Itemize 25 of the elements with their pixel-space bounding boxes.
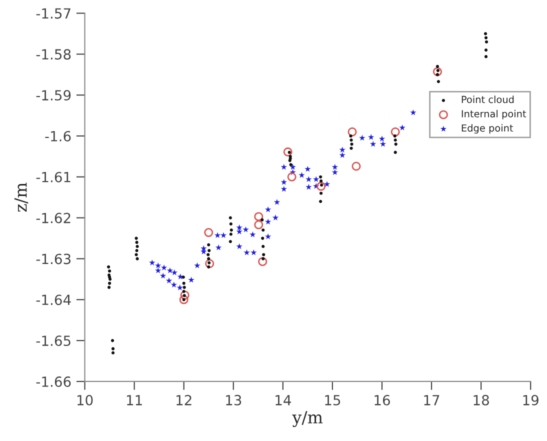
y-tick-label: -1.64 <box>36 294 71 306</box>
y-tick-label: -1.59 <box>36 90 71 101</box>
y-tick-label: -1.63 <box>36 254 70 264</box>
y-tick-label: -1.58 <box>36 49 71 60</box>
y-tick-label: -1.62 <box>36 212 70 224</box>
y-tick-label: -1.65 <box>36 336 70 346</box>
x-tick-label: 12 <box>176 394 192 406</box>
legend-label: Internal point <box>462 110 526 120</box>
x-tick-label: 14 <box>276 395 291 406</box>
y-tick-label: -1.6 <box>45 130 71 142</box>
x-tick-label: 15 <box>325 395 340 406</box>
x-tick-label: 10 <box>77 394 93 406</box>
legend-label: Point cloud <box>462 96 514 104</box>
legend-label: Edge point <box>462 124 514 134</box>
y-tick-label: -1.61 <box>36 172 70 182</box>
x-tick-label: 11 <box>127 395 142 406</box>
y-tick-label: -1.57 <box>36 8 70 19</box>
x-tick-label: 16 <box>374 394 390 406</box>
x-tick-label: 19 <box>523 394 538 406</box>
y-tick-label: -1.66 <box>36 376 71 387</box>
y-axis-title: z/m <box>14 182 28 212</box>
x-axis-title: y/m <box>292 411 323 428</box>
x-tick-label: 18 <box>474 394 489 406</box>
x-tick-label: 17 <box>424 395 440 406</box>
x-tick-label: 13 <box>226 394 242 406</box>
